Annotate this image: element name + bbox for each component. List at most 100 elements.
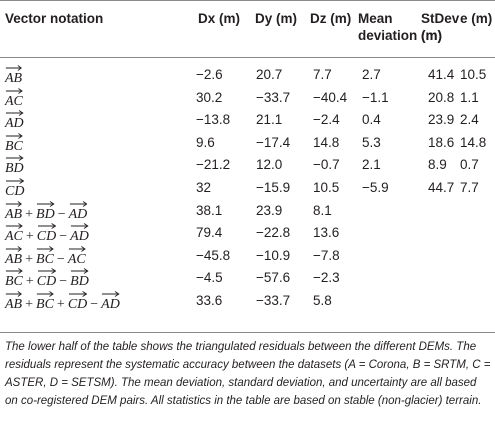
vector-letters: AC bbox=[5, 93, 23, 109]
vector-letters: AC bbox=[5, 229, 23, 245]
vector-symbol: CD bbox=[5, 178, 25, 200]
vector-symbol: CD bbox=[37, 223, 56, 245]
cell-dy: −15.9 bbox=[256, 180, 291, 195]
cell-e: 0.7 bbox=[460, 157, 479, 173]
vector-operator: + bbox=[25, 251, 34, 267]
vector-letters: BC bbox=[36, 251, 54, 267]
cell-dz: 5.8 bbox=[313, 293, 332, 308]
cell-vector-notation: AB + BC − AC bbox=[5, 245, 86, 268]
cell-dx: 30.2 bbox=[196, 89, 223, 105]
vector-letters: AC bbox=[67, 251, 86, 267]
vector-letters: BC bbox=[36, 297, 54, 312]
cell-vector-notation: AB + BD − AD bbox=[5, 200, 88, 223]
cell-vector-notation: AD bbox=[5, 110, 24, 132]
cell-dy: 21.1 bbox=[256, 112, 283, 128]
vector-symbol: BC bbox=[36, 245, 54, 268]
vector-letters: BD bbox=[36, 206, 55, 222]
cell-dz: −40.4 bbox=[313, 89, 348, 105]
table-top-rule bbox=[0, 0, 495, 1]
vector-letters: AB bbox=[5, 251, 23, 267]
table-row: CD 32 −15.9 10.5 −5.9 44.7 7.7 bbox=[0, 177, 495, 199]
vector-arrow-icon bbox=[36, 245, 54, 252]
table-row: AB + BC − AC −45.8 −10.9 −7.8 bbox=[0, 245, 495, 267]
vector-arrow-icon bbox=[70, 268, 89, 275]
vector-operator: − bbox=[59, 229, 68, 245]
vector-symbol: AC bbox=[5, 87, 23, 110]
header-dy: Dy (m) bbox=[255, 11, 298, 26]
cell-stdev: 44.7 bbox=[428, 180, 455, 195]
cell-e: 14.8 bbox=[460, 134, 487, 150]
cell-dz: 13.6 bbox=[313, 225, 340, 241]
vector-letters: AD bbox=[101, 297, 120, 312]
cell-dy: −22.8 bbox=[256, 225, 291, 241]
cell-vector-notation: BC bbox=[5, 132, 23, 155]
table-row: BD −21.2 12.0 −0.7 2.1 8.9 0.7 bbox=[0, 154, 495, 176]
cell-dz: 10.5 bbox=[313, 180, 340, 195]
cell-dx: −21.2 bbox=[196, 157, 231, 173]
header-vector-notation: Vector notation bbox=[5, 11, 104, 26]
vector-symbol: AB bbox=[5, 65, 23, 87]
cell-vector-notation: AC + CD − AD bbox=[5, 223, 89, 245]
cell-vector-notation: BD bbox=[5, 155, 24, 177]
cell-dz: −0.7 bbox=[313, 157, 340, 173]
vector-symbol: AD bbox=[68, 200, 88, 223]
table-caption: The lower half of the table shows the tr… bbox=[5, 341, 491, 407]
vector-symbol: AD bbox=[101, 291, 120, 313]
cell-mean-deviation: −1.1 bbox=[362, 89, 389, 105]
vector-symbol: AB bbox=[5, 245, 23, 268]
vector-letters: AD bbox=[5, 116, 24, 132]
vector-symbol: AC bbox=[67, 245, 86, 268]
vector-symbol: AD bbox=[70, 223, 89, 245]
vector-arrow-icon bbox=[5, 110, 24, 117]
vector-arrow-icon bbox=[5, 155, 24, 162]
table-bottom-rule bbox=[0, 332, 495, 333]
vector-arrow-icon bbox=[68, 291, 88, 297]
cell-dx: −4.5 bbox=[196, 270, 223, 286]
vector-arrow-icon bbox=[5, 65, 23, 71]
vector-arrow-icon bbox=[5, 178, 25, 184]
vector-letters: AB bbox=[5, 71, 23, 86]
vector-arrow-icon bbox=[5, 223, 23, 230]
cell-dy: 23.9 bbox=[256, 202, 283, 218]
cell-stdev: 20.8 bbox=[428, 89, 455, 105]
cell-vector-notation: AB bbox=[5, 65, 23, 87]
vector-symbol: AB bbox=[5, 200, 23, 223]
vector-letters: AD bbox=[70, 229, 89, 245]
vector-arrow-icon bbox=[5, 268, 23, 275]
vector-operator: − bbox=[56, 251, 65, 267]
table-row: BC 9.6 −17.4 14.8 5.3 18.6 14.8 bbox=[0, 132, 495, 154]
cell-dy: 12.0 bbox=[256, 157, 283, 173]
vector-letters: AB bbox=[5, 206, 23, 222]
vector-symbol: BD bbox=[36, 200, 55, 223]
vector-operator: + bbox=[25, 297, 34, 312]
vector-arrow-icon bbox=[5, 291, 23, 297]
table-header-rule bbox=[0, 57, 495, 58]
vector-letters: BD bbox=[5, 161, 24, 177]
cell-e: 1.1 bbox=[460, 89, 479, 105]
header-dz: Dz (m) bbox=[310, 11, 352, 26]
cell-dy: −10.9 bbox=[256, 247, 291, 263]
cell-dz: 14.8 bbox=[313, 134, 340, 150]
vector-letters: AD bbox=[68, 206, 88, 222]
vector-arrow-icon bbox=[70, 223, 89, 230]
cell-vector-notation: AC bbox=[5, 87, 23, 110]
cell-dy: 20.7 bbox=[256, 67, 283, 82]
cell-e: 7.7 bbox=[460, 180, 479, 195]
vector-symbol: AB bbox=[5, 291, 23, 313]
cell-dy: −17.4 bbox=[256, 134, 291, 150]
table-row: AC 30.2 −33.7 −40.4 −1.1 20.8 1.1 bbox=[0, 87, 495, 109]
table-row: AB + BC + CD − AD 33.6 −33.7 5.8 bbox=[0, 290, 495, 312]
cell-vector-notation: AB + BC + CD − AD bbox=[5, 291, 120, 313]
vector-arrow-icon bbox=[36, 200, 55, 207]
header-stdev: StDev (m) bbox=[421, 11, 460, 43]
cell-dy: −33.7 bbox=[256, 293, 291, 308]
vector-symbol: BC bbox=[5, 132, 23, 155]
vector-operator: − bbox=[57, 206, 66, 222]
vector-operator: − bbox=[90, 297, 99, 312]
cell-mean-deviation: 0.4 bbox=[362, 112, 381, 128]
vector-symbol: BD bbox=[5, 155, 24, 177]
cell-dx: 9.6 bbox=[196, 134, 215, 150]
vector-arrow-icon bbox=[69, 200, 88, 207]
vector-arrow-icon bbox=[5, 132, 23, 139]
